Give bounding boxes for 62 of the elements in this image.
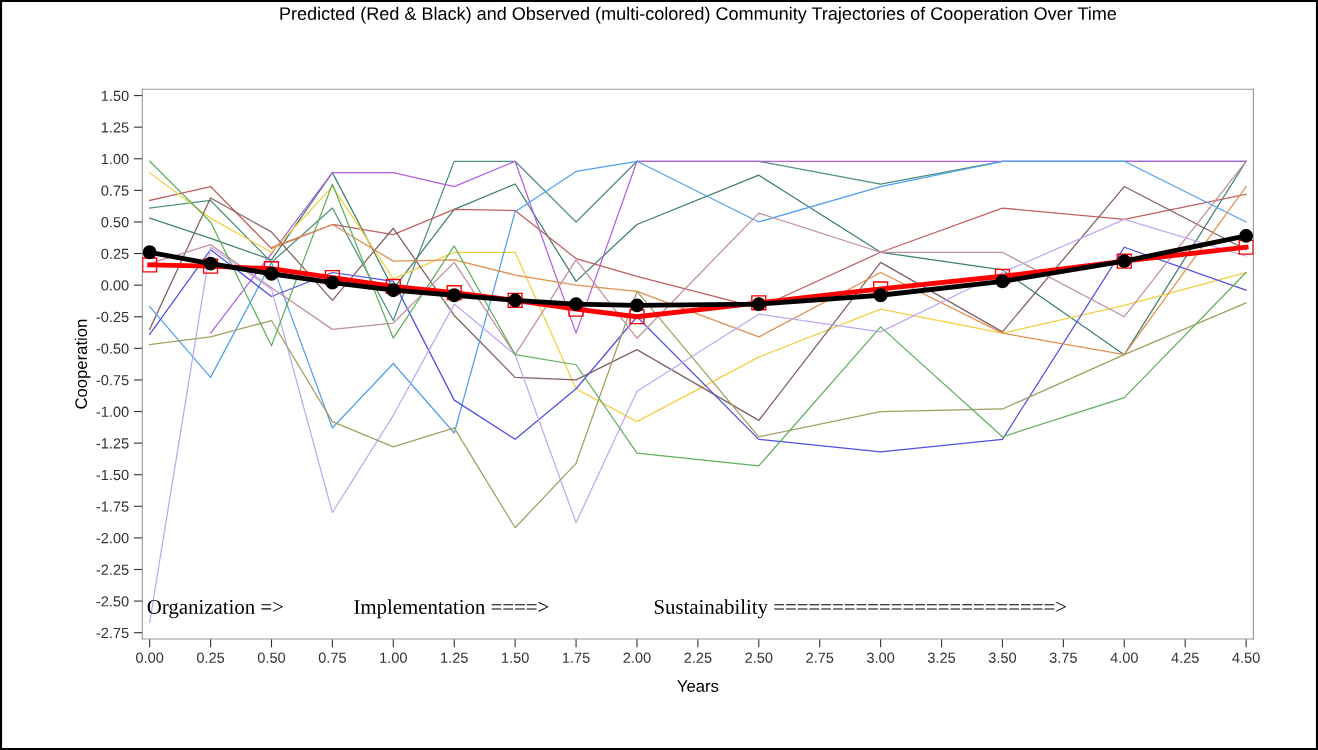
point: [324, 269, 341, 286]
point: [995, 274, 1010, 289]
y-tick-label: -2.25: [96, 564, 129, 575]
line-series: [149, 246, 1247, 453]
x-tick-label: 1.25: [441, 652, 468, 663]
y-tick-label: 1.25: [101, 122, 129, 133]
x-axis-title: Years: [677, 680, 719, 692]
y-tick-label: 1.00: [101, 153, 129, 165]
point: [994, 268, 1011, 284]
x-tick-label: 1.00: [380, 652, 407, 663]
y-tick-label: -1.75: [96, 501, 129, 512]
point: [569, 297, 583, 312]
x-tick-label: 0.00: [136, 652, 164, 663]
y-tick-label: -2.00: [96, 533, 129, 544]
point: [264, 266, 279, 281]
point: [629, 309, 645, 325]
y-tick-label: -2.75: [96, 627, 129, 639]
x-tick-label: 4.00: [1110, 652, 1138, 663]
y-tick-label: -0.50: [96, 343, 129, 354]
point: [630, 298, 644, 313]
point: [1238, 239, 1254, 255]
x-tick-label: 3.50: [988, 652, 1017, 663]
y-tick-label: -1.00: [96, 406, 129, 417]
y-tick-label: 0.25: [101, 248, 129, 259]
x-tick-label: 0.50: [257, 652, 286, 663]
x-tick-label: 1.50: [502, 652, 529, 663]
y-tick-label: -1.50: [96, 469, 129, 481]
y-axis-title: Cooperation: [74, 319, 91, 409]
x-tick-label: 2.00: [623, 652, 651, 663]
x-tick-label: 2.25: [684, 652, 712, 663]
y-tick-label: 0.75: [101, 185, 129, 196]
x-tick-label: 4.50: [1232, 652, 1260, 663]
point: [142, 245, 157, 260]
x-tick-label: 2.75: [806, 652, 834, 663]
y-tick-label: -2.50: [96, 596, 129, 607]
y-tick-label: 1.50: [101, 90, 129, 101]
chart-title: Predicted (Red & Black) and Observed (multi-colored) Community Trajectories of Cooperation Over Time: [280, 6, 1117, 24]
line-series: [149, 290, 1247, 529]
point: [263, 261, 280, 277]
annotation: Implementation ====>: [354, 599, 549, 619]
annotation: Organization =>: [147, 599, 283, 619]
point: [386, 283, 401, 298]
x-tick-label: 3.75: [1049, 652, 1077, 663]
x-tick-label: 3.00: [866, 652, 895, 663]
x-tick-label: 2.50: [745, 652, 773, 663]
point: [325, 275, 340, 290]
line-series: [149, 160, 1247, 356]
x-tick-label: 1.75: [562, 652, 590, 663]
y-tick-label: -0.25: [96, 311, 129, 323]
y-tick-label: -0.75: [96, 375, 129, 386]
y-tick-label: 0.00: [101, 280, 129, 291]
y-tick-label: -1.25: [96, 438, 129, 449]
point: [1239, 228, 1254, 243]
x-tick-label: 0.75: [318, 652, 346, 663]
x-tick-label: 0.25: [196, 652, 225, 663]
y-tick-label: 0.50: [101, 217, 129, 228]
annotation: Sustainability ========================>: [654, 599, 1066, 619]
point: [873, 288, 888, 303]
line-series: [270, 185, 1247, 356]
point: [385, 278, 401, 295]
x-tick-label: 3.25: [927, 652, 956, 663]
x-tick-label: 4.25: [1171, 652, 1199, 663]
